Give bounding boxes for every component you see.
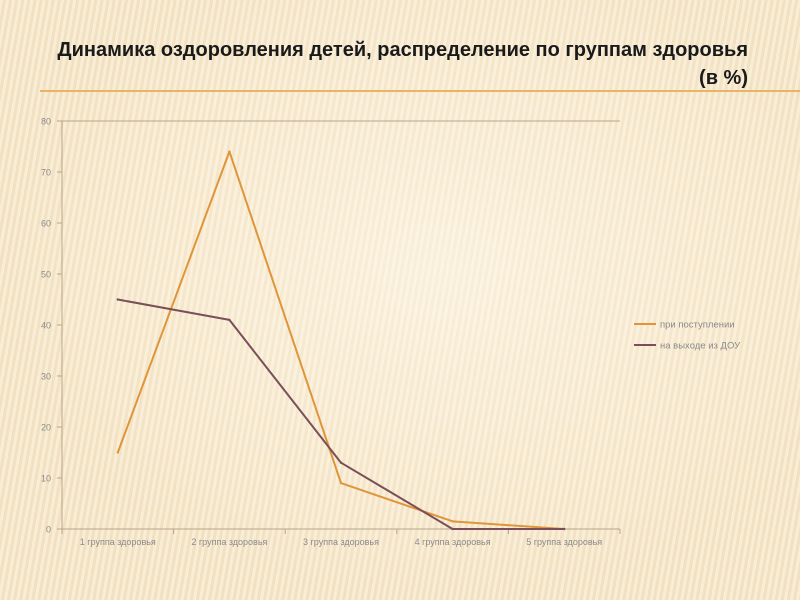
series-2-point — [228, 318, 231, 322]
series-2-point — [451, 527, 454, 531]
series-1-point — [116, 451, 120, 454]
series-2-point — [339, 461, 343, 464]
series-2-point — [116, 298, 120, 301]
y-tick-label: 60 — [41, 219, 51, 229]
x-tick-label: 2 группа здоровья — [191, 537, 267, 547]
series-line-2 — [117, 298, 565, 530]
y-tick-label: 30 — [41, 372, 51, 382]
x-tick-label: 5 группа здоровья — [526, 537, 602, 547]
series-1-point — [451, 520, 454, 523]
series-2-point — [563, 527, 566, 531]
series-1-point — [228, 150, 231, 153]
y-tick-label: 80 — [41, 117, 51, 127]
series-line-1 — [116, 150, 565, 530]
series-1-point — [339, 481, 343, 485]
y-tick-label: 20 — [41, 423, 51, 433]
y-tick-label: 40 — [41, 321, 51, 331]
legend-label-2: на выходе из ДОУ — [660, 341, 741, 352]
x-tick-label: 4 группа здоровья — [415, 537, 491, 547]
y-tick-label: 10 — [41, 474, 51, 484]
y-tick-label: 70 — [41, 168, 51, 178]
y-tick-label: 0 — [46, 525, 51, 535]
legend-label-1: при поступлении — [660, 320, 735, 331]
chart-title: Динамика оздоровления детей, распределен… — [57, 39, 748, 89]
y-tick-label: 50 — [41, 270, 51, 280]
x-tick-label: 3 группа здоровья — [303, 537, 379, 547]
title-divider — [40, 90, 800, 92]
x-tick-label: 1 группа здоровья — [80, 537, 156, 547]
